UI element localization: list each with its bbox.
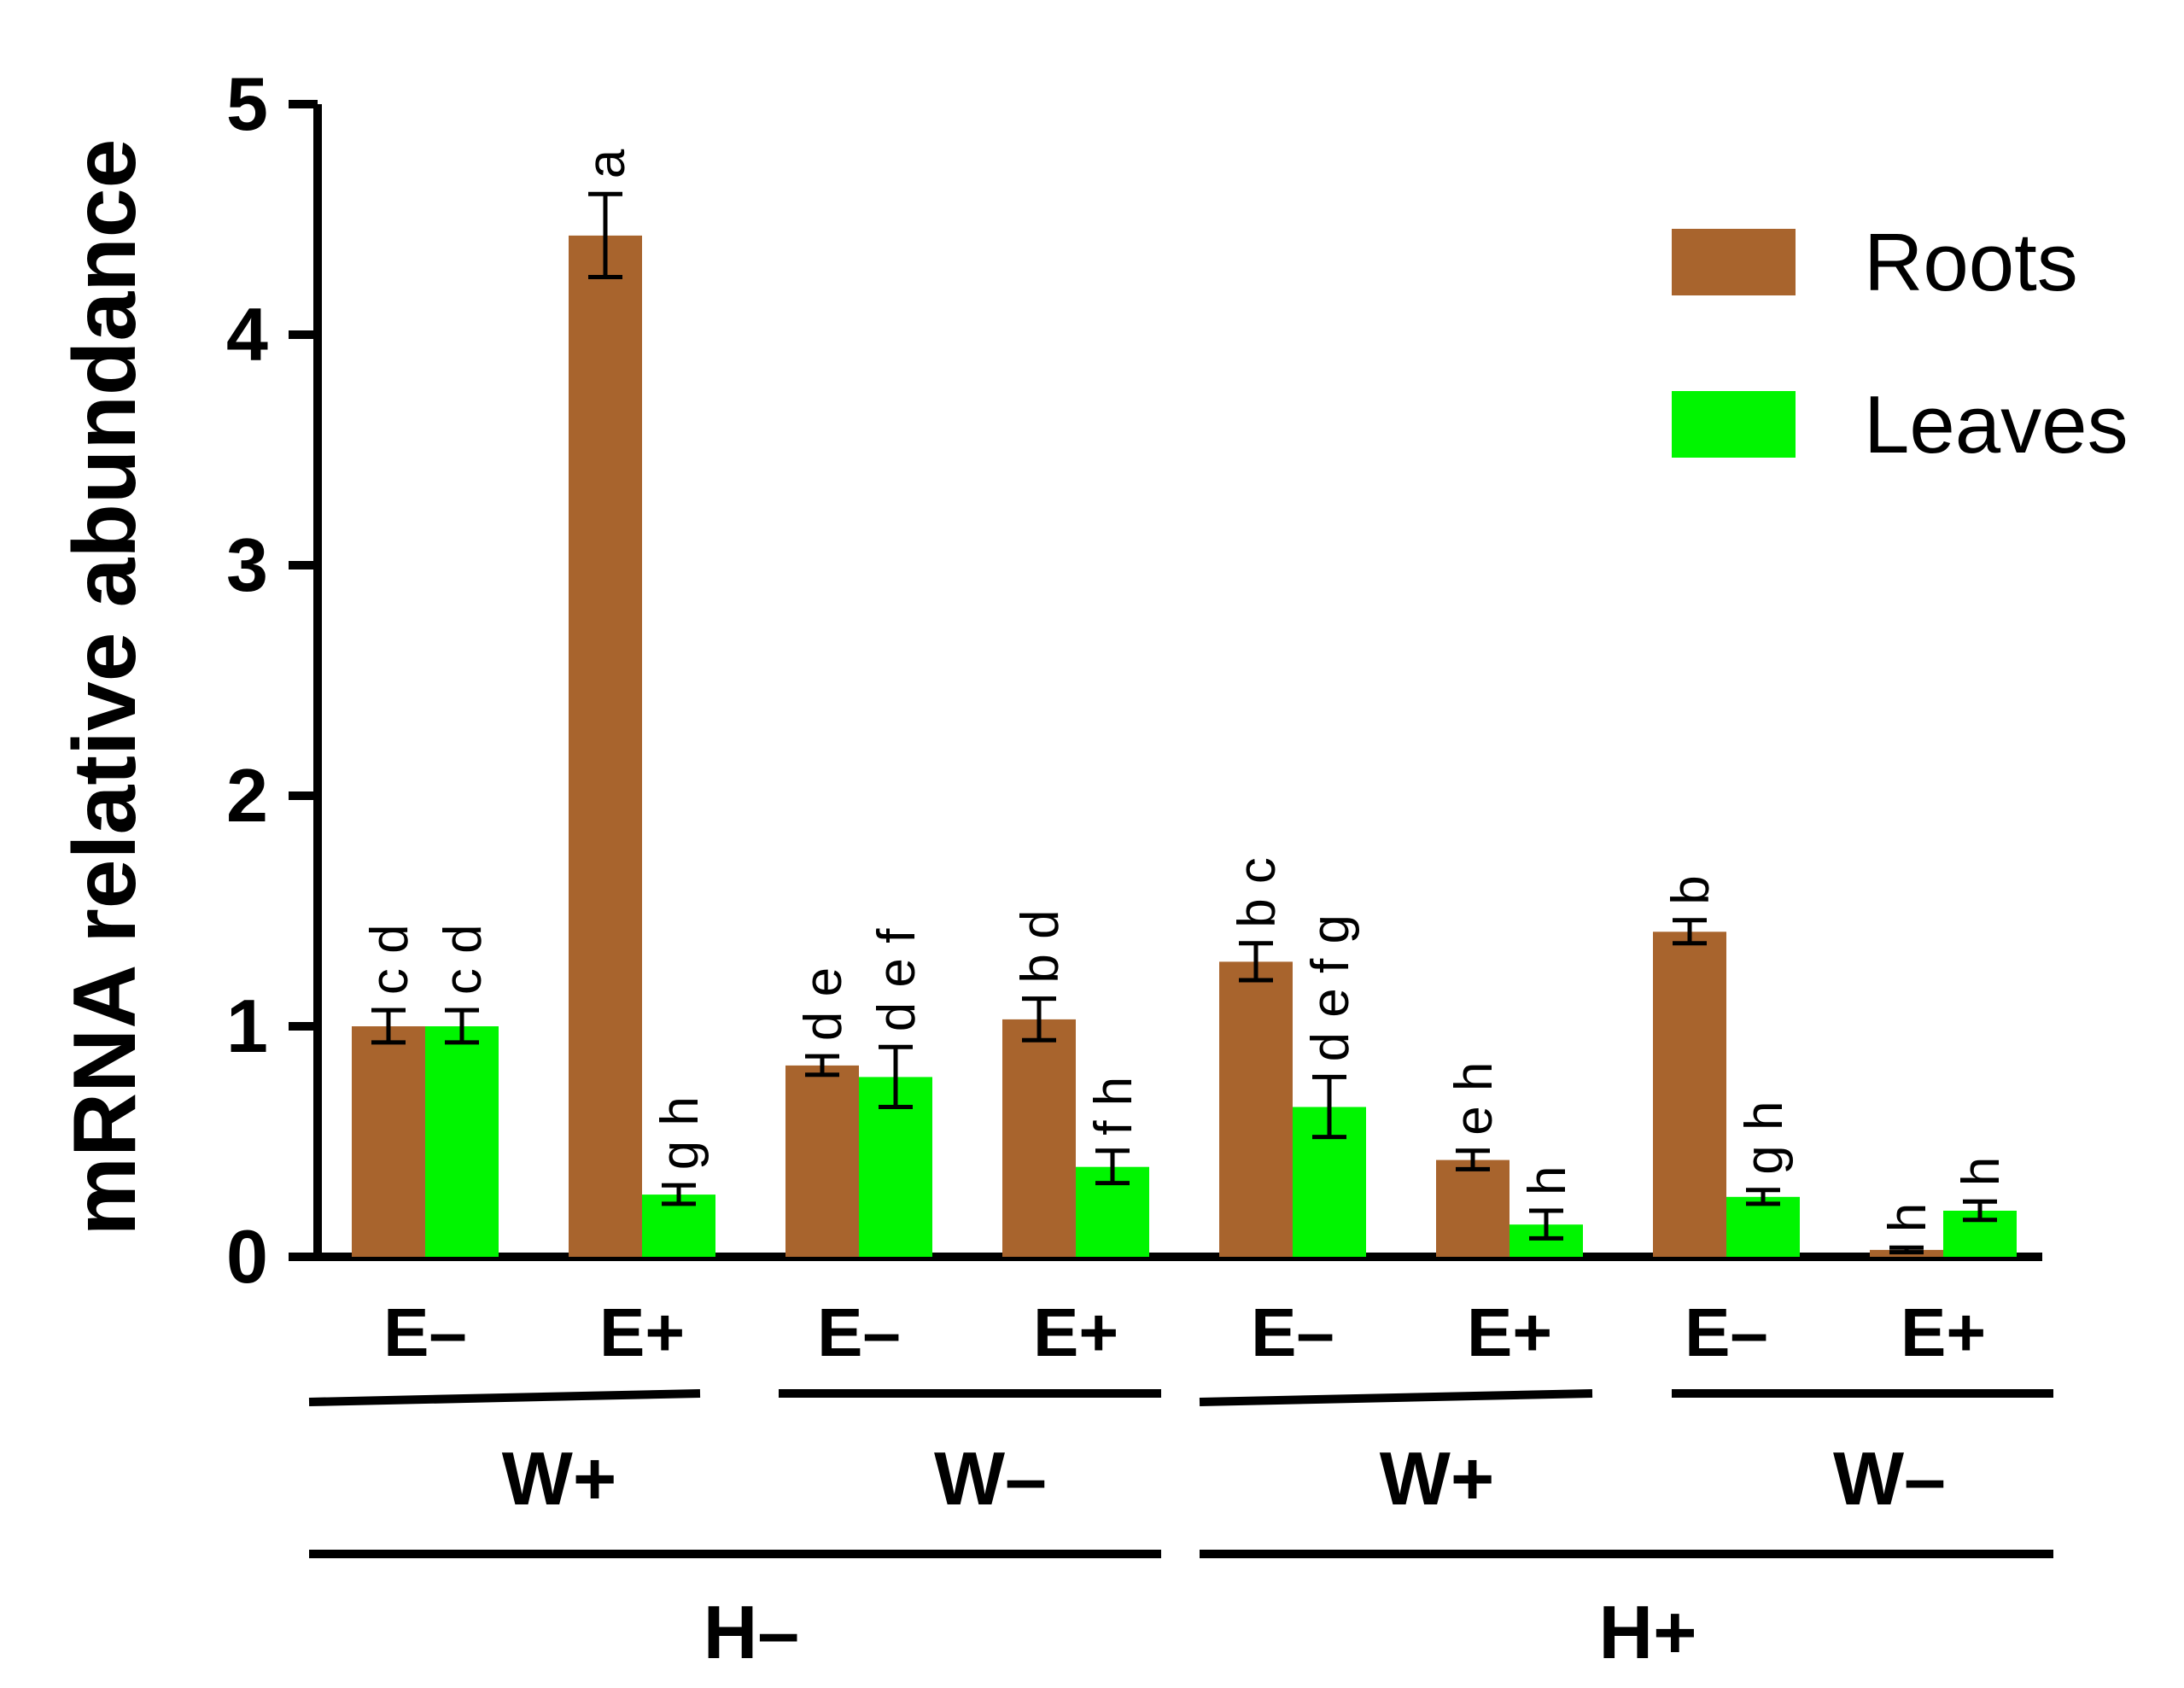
- y-tick-label: 0: [226, 1214, 268, 1299]
- bar-leaves: [425, 1026, 499, 1257]
- x-category-label: E+: [599, 1294, 685, 1370]
- bar-roots: [785, 1065, 859, 1257]
- x-category-label: E–: [817, 1294, 901, 1370]
- y-axis-label: mRNA relative abundance: [55, 139, 155, 1236]
- significance-label: f h: [1084, 1077, 1143, 1136]
- significance-label: e h: [1445, 1062, 1504, 1136]
- x-category-label: E–: [383, 1294, 467, 1370]
- bar-roots: [1436, 1159, 1510, 1257]
- group-label-w: W–: [934, 1436, 1047, 1521]
- bar-roots: [1653, 932, 1726, 1257]
- bar-roots: [1219, 961, 1293, 1257]
- significance-label: h: [1952, 1157, 2011, 1186]
- significance-label: d e: [794, 967, 853, 1041]
- y-tick-label: 1: [226, 984, 268, 1068]
- significance-label: d e f: [867, 928, 926, 1031]
- bar-leaves: [1726, 1196, 1800, 1257]
- legend-label-roots: Roots: [1864, 217, 2078, 308]
- significance-label: g h: [651, 1096, 710, 1170]
- bar-roots: [1002, 1019, 1076, 1257]
- significance-label: g h: [1735, 1101, 1794, 1174]
- legend: Roots Leaves: [1672, 217, 2129, 470]
- x-category-label: E+: [1033, 1294, 1118, 1370]
- x-category-label: E+: [1901, 1294, 1986, 1370]
- y-tick-label: 2: [226, 753, 268, 838]
- significance-label: c d: [434, 924, 493, 995]
- significance-label: c d: [360, 924, 419, 995]
- x-category-label: E+: [1467, 1294, 1552, 1370]
- bar-roots: [569, 235, 642, 1257]
- legend-swatch-leaves: [1672, 391, 1796, 458]
- x-category-label: E–: [1685, 1294, 1768, 1370]
- group-bracket-line: [308, 1389, 701, 1406]
- group-label-h: H–: [704, 1590, 800, 1674]
- significance-label: d e f g: [1301, 914, 1360, 1061]
- significance-label: h: [1878, 1203, 1937, 1232]
- group-label-h: H+: [1599, 1590, 1697, 1674]
- significance-label: b c: [1228, 857, 1287, 928]
- significance-label: h: [1518, 1166, 1577, 1195]
- group-label-w: W–: [1833, 1436, 1946, 1521]
- legend-swatch-roots: [1672, 229, 1796, 295]
- bar-roots: [352, 1026, 425, 1257]
- group-label-w: W+: [502, 1436, 616, 1521]
- y-tick-label: 4: [226, 292, 268, 377]
- legend-label-leaves: Leaves: [1864, 379, 2129, 470]
- x-category-label: E–: [1251, 1294, 1334, 1370]
- y-tick-label: 3: [226, 523, 268, 607]
- group-label-w: W+: [1380, 1436, 1494, 1521]
- significance-label: a: [577, 149, 636, 178]
- y-tick-label: 5: [226, 61, 268, 146]
- significance-label: b d: [1011, 909, 1070, 983]
- significance-label: b: [1661, 875, 1720, 904]
- group-bracket-line: [1199, 1389, 1593, 1406]
